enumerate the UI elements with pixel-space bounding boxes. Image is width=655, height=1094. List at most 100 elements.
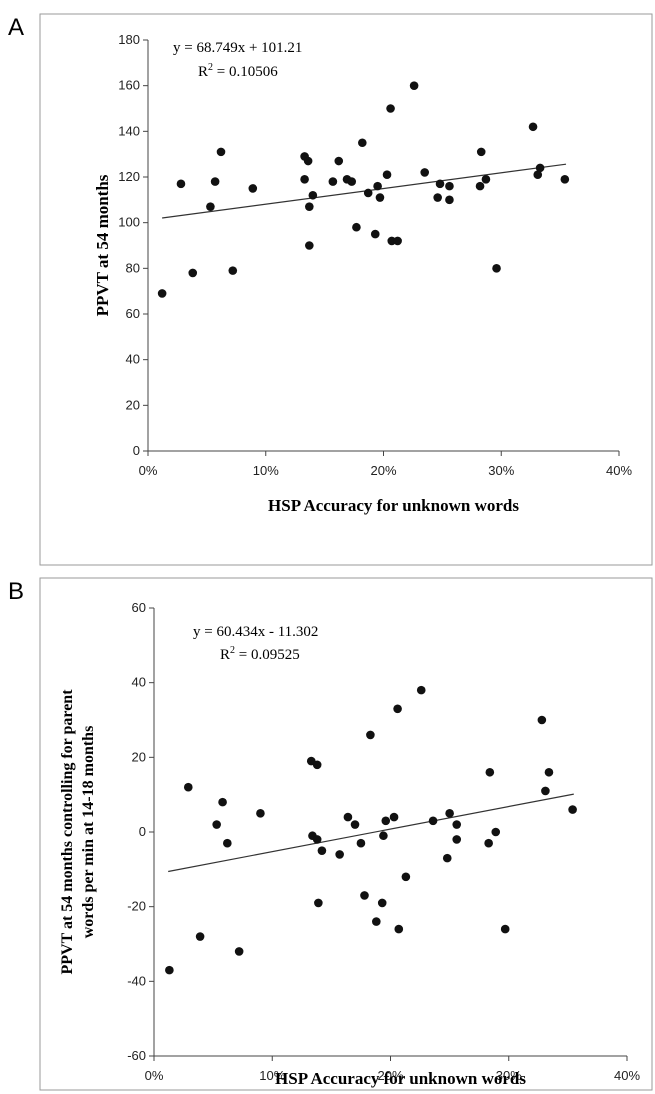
data-point bbox=[334, 156, 344, 166]
data-point bbox=[372, 917, 381, 926]
panel-label-b: B bbox=[8, 578, 25, 605]
data-point bbox=[335, 850, 344, 859]
data-point bbox=[234, 947, 244, 956]
data-point bbox=[165, 965, 174, 975]
y-tick-label: 60 bbox=[132, 600, 146, 615]
x-axis-title: HSP Accuracy for unknown words bbox=[275, 1069, 526, 1088]
data-point bbox=[500, 924, 510, 934]
data-point bbox=[389, 812, 399, 822]
data-point bbox=[420, 168, 430, 177]
data-point bbox=[303, 156, 313, 166]
y-axis-title: PPVT at 54 months bbox=[93, 174, 112, 316]
data-point bbox=[528, 122, 538, 132]
data-point bbox=[544, 767, 554, 777]
data-point bbox=[452, 820, 462, 829]
data-point bbox=[387, 236, 397, 246]
data-point bbox=[188, 268, 198, 278]
data-point bbox=[382, 170, 392, 180]
data-point bbox=[401, 872, 411, 882]
y-tick-label: -60 bbox=[127, 1048, 146, 1063]
data-point bbox=[435, 179, 445, 189]
data-point bbox=[328, 177, 338, 186]
data-point bbox=[537, 715, 547, 725]
data-point bbox=[481, 174, 491, 184]
data-point bbox=[560, 174, 570, 184]
data-point bbox=[305, 241, 314, 250]
data-point bbox=[377, 898, 387, 908]
chart-b: -60 -40 -20 0 20 40 60 0% 10% 20% 30% 40% HSP Accura… bbox=[39, 577, 653, 1091]
data-point bbox=[176, 179, 186, 189]
data-point bbox=[366, 730, 375, 740]
r-squared: R2 = 0.10506 bbox=[198, 62, 278, 80]
data-point bbox=[248, 184, 258, 193]
y-tick-label: 40 bbox=[126, 352, 140, 367]
data-point bbox=[347, 177, 357, 186]
data-point bbox=[393, 236, 402, 246]
x-tick-label: 20% bbox=[377, 1068, 403, 1083]
x-tick-label: 10% bbox=[253, 463, 279, 478]
data-point bbox=[256, 809, 265, 818]
data-point bbox=[476, 147, 486, 157]
data-point bbox=[428, 816, 438, 826]
chart-frame bbox=[39, 577, 653, 1091]
data-point bbox=[393, 704, 402, 714]
y-tick-label: 20 bbox=[132, 749, 146, 764]
y-tick-label: 120 bbox=[118, 169, 140, 184]
data-point bbox=[484, 838, 493, 848]
y-tick-label: -20 bbox=[127, 899, 146, 914]
data-point bbox=[195, 932, 205, 941]
x-tick-label: 40% bbox=[614, 1068, 640, 1083]
x-tick-label: 30% bbox=[496, 1068, 522, 1083]
x-tick-label: 30% bbox=[488, 463, 514, 478]
y-tick-label: 40 bbox=[132, 675, 146, 690]
y-tick-label: 0 bbox=[139, 824, 146, 839]
data-point bbox=[475, 181, 485, 191]
data-point bbox=[375, 193, 385, 202]
x-tick-label: 20% bbox=[370, 463, 396, 478]
data-point bbox=[305, 202, 314, 211]
data-point bbox=[352, 222, 361, 232]
y-tick-label: 180 bbox=[118, 32, 140, 47]
y-tick-label: 100 bbox=[118, 215, 140, 230]
data-point bbox=[409, 81, 419, 90]
data-point bbox=[183, 782, 193, 792]
data-point bbox=[157, 289, 167, 298]
y-tick-label: 20 bbox=[126, 397, 140, 412]
data-point bbox=[343, 812, 353, 822]
data-point bbox=[312, 835, 322, 844]
data-point bbox=[212, 820, 221, 829]
data-point bbox=[300, 174, 309, 184]
x-tick-label: 40% bbox=[606, 463, 632, 478]
data-point bbox=[492, 264, 501, 273]
chart-frame bbox=[39, 13, 653, 566]
y-tick-label: 60 bbox=[126, 306, 140, 321]
y-tick-label: 80 bbox=[126, 260, 140, 275]
data-point bbox=[541, 786, 550, 796]
x-tick-label: 0% bbox=[139, 463, 158, 478]
y-axis-title: PPVT at 54 months controlling for parent… bbox=[59, 689, 97, 975]
data-point bbox=[381, 816, 391, 826]
data-point bbox=[568, 805, 577, 814]
data-point bbox=[210, 177, 220, 186]
x-axis-title: HSP Accuracy for unknown words bbox=[268, 496, 519, 515]
data-point bbox=[356, 838, 366, 848]
x-tick-label: 0% bbox=[145, 1068, 164, 1083]
data-point bbox=[312, 760, 322, 770]
data-point bbox=[485, 767, 495, 777]
data-point bbox=[218, 797, 227, 807]
x-tick-label: 10% bbox=[259, 1068, 285, 1083]
data-point bbox=[445, 809, 454, 818]
data-point bbox=[535, 163, 545, 173]
data-point bbox=[445, 195, 454, 205]
regression-equation: y = 68.749x + 101.21 bbox=[173, 40, 302, 56]
data-point bbox=[386, 104, 395, 113]
y-tick-label: 160 bbox=[118, 78, 140, 93]
data-point bbox=[370, 229, 380, 239]
data-point bbox=[433, 193, 442, 202]
data-point bbox=[533, 170, 543, 180]
data-point bbox=[445, 181, 454, 191]
data-point bbox=[379, 831, 388, 841]
data-point bbox=[452, 835, 462, 844]
r-squared: R2 = 0.09525 bbox=[220, 645, 300, 663]
